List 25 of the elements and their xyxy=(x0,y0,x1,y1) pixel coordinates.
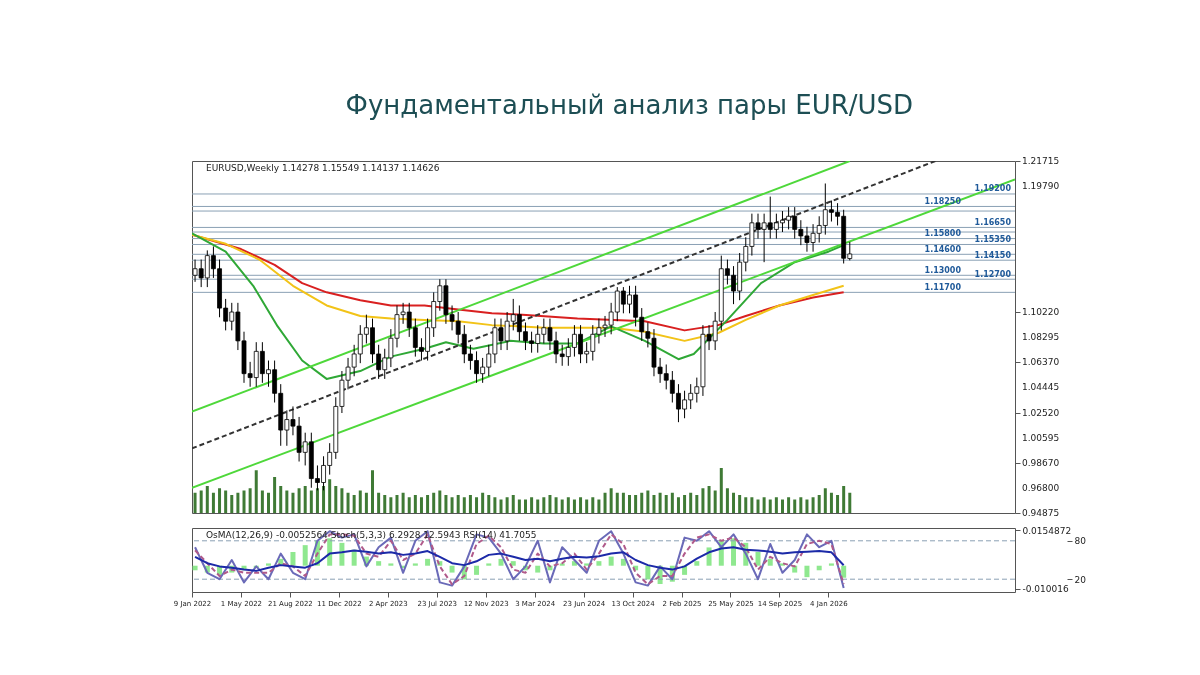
y2-tick-label: 20 xyxy=(1074,574,1087,585)
y-tick-label: 0.0154872 xyxy=(1022,525,1072,536)
ref-line-label: 1.14600 xyxy=(924,244,962,254)
y-tick-label: 1.04445 xyxy=(1022,382,1060,393)
ref-line-label: 1.15800 xyxy=(924,229,962,239)
ref-line-label: 1.12700 xyxy=(974,269,1012,279)
ref-line-label: 1.11700 xyxy=(924,282,962,292)
y-tick-label: 1.10220 xyxy=(1022,306,1060,317)
y-tick-label: 0.94875 xyxy=(1022,508,1060,518)
ref-line-label: 1.15350 xyxy=(974,234,1012,244)
y-tick-label: -0.010016 xyxy=(1022,584,1069,595)
chart-title: Фундаментальный анализ пары EUR/USD xyxy=(345,89,914,120)
y-tick-label: 1.02520 xyxy=(1022,407,1060,418)
ref-line-label: 1.16650 xyxy=(974,217,1012,227)
ref-line-label: 1.13000 xyxy=(924,265,962,275)
y-tick-label: 0.96800 xyxy=(1022,482,1060,493)
y-tick-label: 1.00595 xyxy=(1022,432,1060,443)
y-tick-label: 0.98670 xyxy=(1022,458,1060,469)
y-tick-label: 1.08295 xyxy=(1022,332,1060,342)
y-tick-label: 1.19790 xyxy=(1022,181,1060,192)
y-tick-label: 1.21715 xyxy=(1022,156,1060,166)
y-tick-label: 1.06370 xyxy=(1022,357,1060,368)
y2-tick-label: 80 xyxy=(1074,536,1087,547)
ref-line-label: 1.14150 xyxy=(974,250,1012,260)
annotation: EURUSD,Weekly 1.14278 1.15549 1.14137 1.14626 xyxy=(206,163,440,173)
